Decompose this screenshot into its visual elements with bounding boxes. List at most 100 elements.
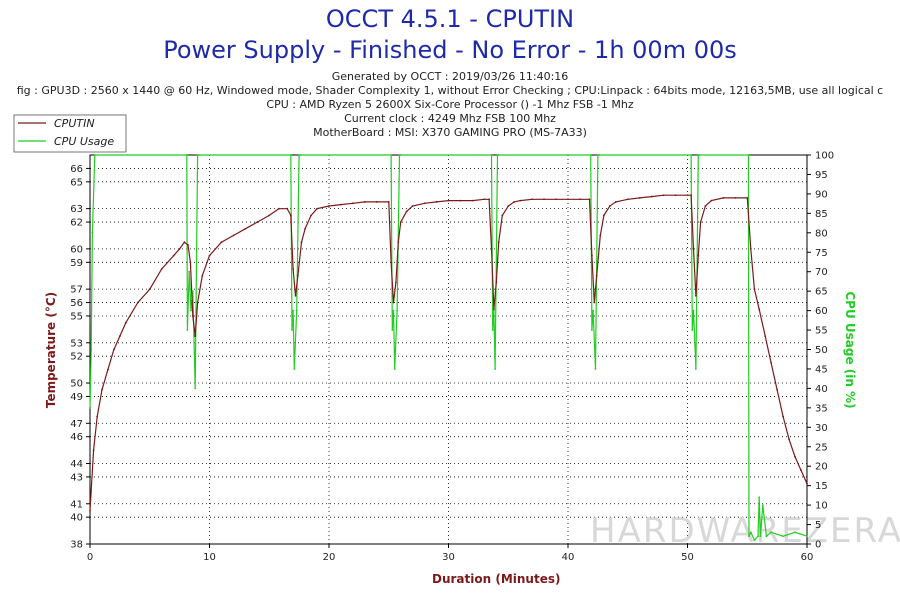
point-cputin [256, 221, 259, 223]
y2-tick-label: 100 [815, 151, 834, 162]
point-cpu-usage [690, 154, 692, 156]
point-cpu-usage [794, 531, 796, 534]
point-cpu-usage [757, 535, 759, 538]
point-cputin [187, 243, 189, 246]
point-cputin [490, 247, 493, 250]
point-cputin [340, 203, 342, 206]
legend-box [13, 114, 127, 153]
point-cputin [599, 234, 602, 237]
point-cputin [92, 449, 95, 452]
point-cpu-usage [490, 154, 493, 156]
point-cputin [495, 281, 498, 284]
point-cputin [160, 268, 163, 270]
point-cputin [776, 388, 779, 391]
legend-label-cpu-usage: CPU Usage [54, 135, 114, 148]
point-cputin [591, 254, 593, 257]
point-cputin [435, 201, 438, 203]
point-cputin [722, 197, 725, 199]
point-cputin [531, 198, 534, 201]
point-cputin [513, 201, 516, 203]
x-tick-label: 30 [442, 552, 455, 563]
point-cpu-usage [592, 309, 594, 312]
chart-title: OCCT 4.5.1 - CPUTIN [325, 5, 575, 33]
point-cputin [392, 301, 395, 304]
point-cpu-usage [691, 329, 694, 331]
y2-tick-label: 20 [815, 462, 828, 473]
y-tick-label: 47 [70, 419, 83, 430]
point-cputin [608, 205, 611, 207]
y-tick-label: 46 [70, 432, 83, 443]
point-cpu-usage [299, 154, 302, 156]
config-info: fig : GPU3D : 2560 x 1440 @ 60 Hz, Windo… [16, 84, 884, 97]
point-cputin [113, 348, 115, 351]
y-tick-label: 63 [70, 204, 83, 215]
point-cputin [286, 207, 289, 210]
y2-tick-label: 70 [815, 267, 828, 278]
point-cputin [316, 207, 318, 210]
y-tick-label: 59 [70, 258, 83, 269]
point-cputin [220, 241, 223, 244]
point-cpu-usage [197, 154, 200, 156]
point-cputin [268, 214, 271, 217]
point-cputin [136, 301, 139, 304]
point-cputin [277, 207, 280, 210]
point-cpu-usage [591, 329, 593, 331]
x-tick-label: 50 [681, 552, 694, 563]
point-cpu-usage [748, 535, 750, 538]
y2-tick-label: 50 [815, 345, 828, 356]
y2-tick-label: 65 [815, 287, 828, 298]
point-cpu-usage [190, 309, 192, 312]
point-cpu-usage [758, 496, 761, 499]
y2-tick-label: 60 [815, 306, 828, 317]
point-cputin [178, 247, 181, 250]
point-cpu-usage [497, 154, 500, 156]
point-cputin [447, 199, 450, 202]
point-cputin [395, 281, 397, 284]
point-cputin [89, 509, 91, 512]
point-cpu-usage [188, 270, 191, 273]
point-cpu-usage [765, 535, 768, 538]
point-cpu-usage [186, 329, 189, 331]
point-cpu-usage [753, 539, 756, 542]
point-cpu-usage [191, 290, 194, 293]
clock-info: Current clock : 4249 Mhz FSB 100 Mhz [344, 112, 556, 125]
y-tick-label: 38 [70, 540, 83, 551]
motherboard-info: MotherBoard : MSI: X370 GAMING PRO (MS-7… [313, 126, 587, 139]
point-cputin [567, 198, 569, 201]
point-cpu-usage [491, 329, 494, 331]
point-cpu-usage [698, 154, 701, 156]
watermark-text: HARDWAREZERA [590, 511, 900, 551]
point-cpu-usage [194, 387, 197, 390]
point-cpu-usage [747, 154, 750, 156]
y-tick-label: 53 [70, 338, 83, 349]
point-cpu-usage [90, 348, 93, 351]
point-cputin [172, 254, 175, 257]
generated-info: Generated by OCCT : 2019/03/26 11:40:16 [331, 70, 569, 83]
legend-label-cputin: CPUTIN [54, 117, 95, 130]
y2-tick-label: 95 [815, 170, 828, 181]
point-cputin [196, 301, 199, 304]
point-cpu-usage [761, 504, 764, 506]
point-cpu-usage [493, 309, 495, 312]
point-cputin [699, 221, 702, 223]
point-cputin [507, 205, 510, 207]
point-cputin [753, 288, 756, 291]
point-cpu-usage [390, 154, 393, 156]
point-cpu-usage [392, 309, 395, 312]
y2-tick-label: 55 [815, 326, 828, 337]
point-cputin [208, 254, 211, 257]
point-cputin [423, 202, 426, 205]
point-cpu-usage [770, 531, 773, 534]
point-cputin [806, 482, 808, 485]
point-cputin [595, 274, 598, 277]
point-cputin [488, 198, 491, 201]
point-cputin [459, 199, 462, 202]
point-cputin [694, 294, 697, 297]
y-tick-label: 56 [70, 298, 83, 309]
point-cputin [201, 274, 204, 277]
point-cputin [244, 227, 247, 230]
point-cpu-usage [589, 154, 592, 156]
point-cputin [626, 198, 629, 201]
point-cputin [363, 201, 366, 203]
point-cpu-usage [594, 368, 597, 370]
